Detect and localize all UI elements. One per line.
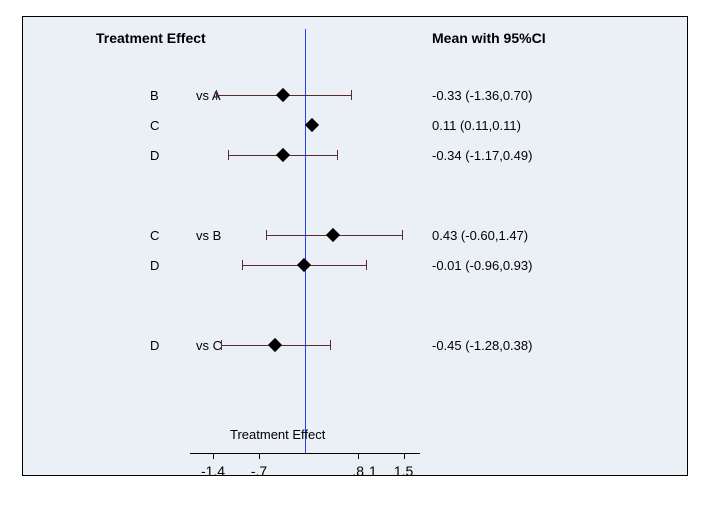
- footer-treatment-effect: Treatment Effect: [230, 427, 325, 442]
- reference-label: vs C: [196, 338, 222, 353]
- ci-cap-hi: [351, 90, 352, 100]
- treatment-label: D: [150, 258, 159, 273]
- x-tick: [213, 453, 214, 459]
- header-mean-ci: Mean with 95%CI: [432, 30, 546, 46]
- ci-text: 0.43 (-0.60,1.47): [432, 228, 528, 243]
- ci-cap-hi: [402, 230, 403, 240]
- reference-label: vs B: [196, 228, 221, 243]
- x-tick-label: -.7: [251, 463, 267, 479]
- treatment-label: B: [150, 88, 159, 103]
- ci-cap-hi: [330, 340, 331, 350]
- treatment-label: C: [150, 228, 159, 243]
- ci-cap-lo: [242, 260, 243, 270]
- ci-text: -0.45 (-1.28,0.38): [432, 338, 532, 353]
- ci-cap-hi: [337, 150, 338, 160]
- x-tick: [404, 453, 405, 459]
- header-treatment-effect: Treatment Effect: [96, 30, 206, 46]
- ci-text: 0.11 (0.11,0.11): [432, 118, 521, 133]
- x-tick: [358, 453, 359, 459]
- ci-cap-lo: [221, 340, 222, 350]
- treatment-label: D: [150, 148, 159, 163]
- ci-cap-hi: [366, 260, 367, 270]
- reference-line: [305, 29, 306, 453]
- x-tick-label: 1.5: [394, 463, 413, 479]
- x-tick-label-extra: 1: [369, 463, 377, 479]
- ci-text: -0.01 (-0.96,0.93): [432, 258, 532, 273]
- ci-cap-lo: [266, 230, 267, 240]
- ci-text: -0.33 (-1.36,0.70): [432, 88, 532, 103]
- plot-frame: [22, 16, 688, 476]
- ci-cap-lo: [216, 90, 217, 100]
- ci-cap-lo: [228, 150, 229, 160]
- x-tick: [259, 453, 260, 459]
- x-tick-label: -1.4: [201, 463, 225, 479]
- x-tick-label: .8: [352, 463, 364, 479]
- treatment-label: D: [150, 338, 159, 353]
- x-axis: [190, 453, 420, 454]
- ci-text: -0.34 (-1.17,0.49): [432, 148, 532, 163]
- treatment-label: C: [150, 118, 159, 133]
